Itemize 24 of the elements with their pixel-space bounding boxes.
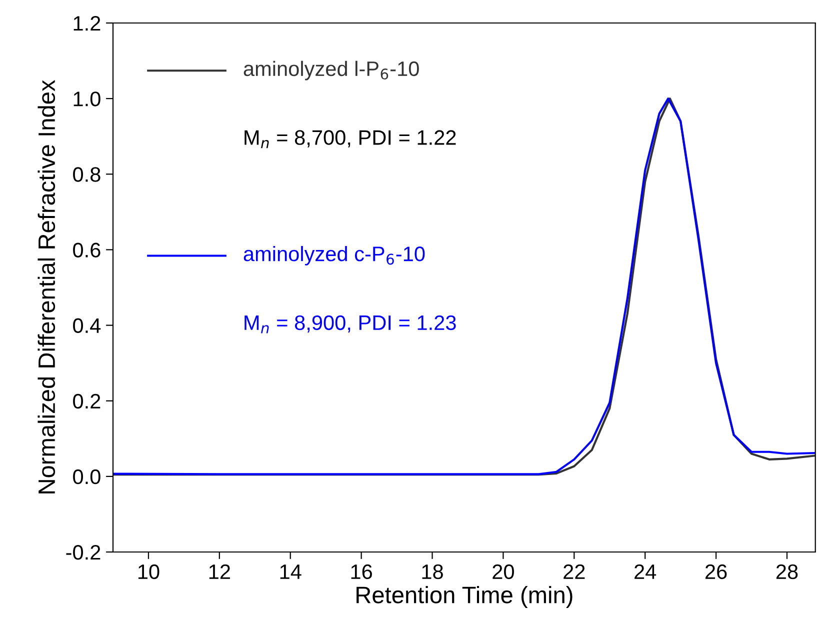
x-tick-label: 16 xyxy=(351,564,372,580)
x-tick-label: 22 xyxy=(564,564,585,579)
y-tick-label: 1.0 xyxy=(74,92,100,106)
legend-label: aminolyzed l-P$_{6}$-10 xyxy=(244,60,419,80)
x-tick-label: 18 xyxy=(422,564,443,580)
annotation: M$_{n}$ = 8,700, PDI = 1.22 xyxy=(244,130,456,148)
x-tick-label: 10 xyxy=(138,564,160,580)
x-tick-label: 24 xyxy=(634,564,656,579)
y-tick-label: 0.8 xyxy=(73,167,100,182)
y-tick-label: 0.0 xyxy=(73,469,100,484)
x-axis-title: Retention Time (min) xyxy=(356,586,572,608)
y-tick-label: 0.6 xyxy=(73,242,100,258)
x-tick-label: 26 xyxy=(706,564,727,580)
x-tick-label: 12 xyxy=(209,564,230,579)
y-tick-label: 1.2 xyxy=(74,16,100,31)
x-tick-label: 20 xyxy=(492,564,514,580)
y-axis-title: Normalized Differential Refractive Index xyxy=(38,80,56,494)
y-tick-label: 0.2 xyxy=(73,394,100,409)
y-tick-label: 0.4 xyxy=(73,318,101,334)
annotation: M$_{n}$ = 8,900, PDI = 1.23 xyxy=(244,315,456,334)
x-tick-label: 14 xyxy=(280,564,302,579)
y-tick-label: -0.2 xyxy=(66,545,100,560)
x-tick-label: 28 xyxy=(776,564,798,580)
legend-label: aminolyzed c-P$_{6}$-10 xyxy=(244,246,425,266)
